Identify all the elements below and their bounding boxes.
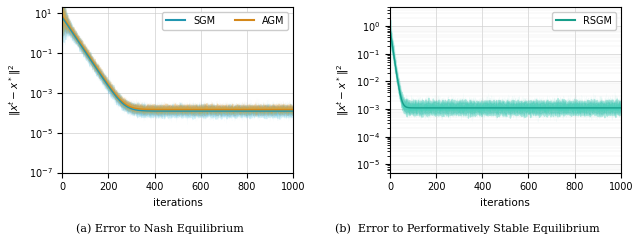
X-axis label: iterations: iterations [481, 198, 531, 208]
X-axis label: iterations: iterations [153, 198, 203, 208]
Y-axis label: $\|x^t - x^*\|^2$: $\|x^t - x^*\|^2$ [335, 64, 351, 116]
Legend: SGM, AGM: SGM, AGM [162, 12, 288, 30]
Legend: RSGM: RSGM [552, 12, 616, 30]
Text: (b)  Error to Performatively Stable Equilibrium: (b) Error to Performatively Stable Equil… [335, 223, 600, 234]
Text: (a) Error to Nash Equilibrium: (a) Error to Nash Equilibrium [76, 223, 244, 234]
Y-axis label: $\|x^t - x^*\|^2$: $\|x^t - x^*\|^2$ [7, 64, 23, 116]
